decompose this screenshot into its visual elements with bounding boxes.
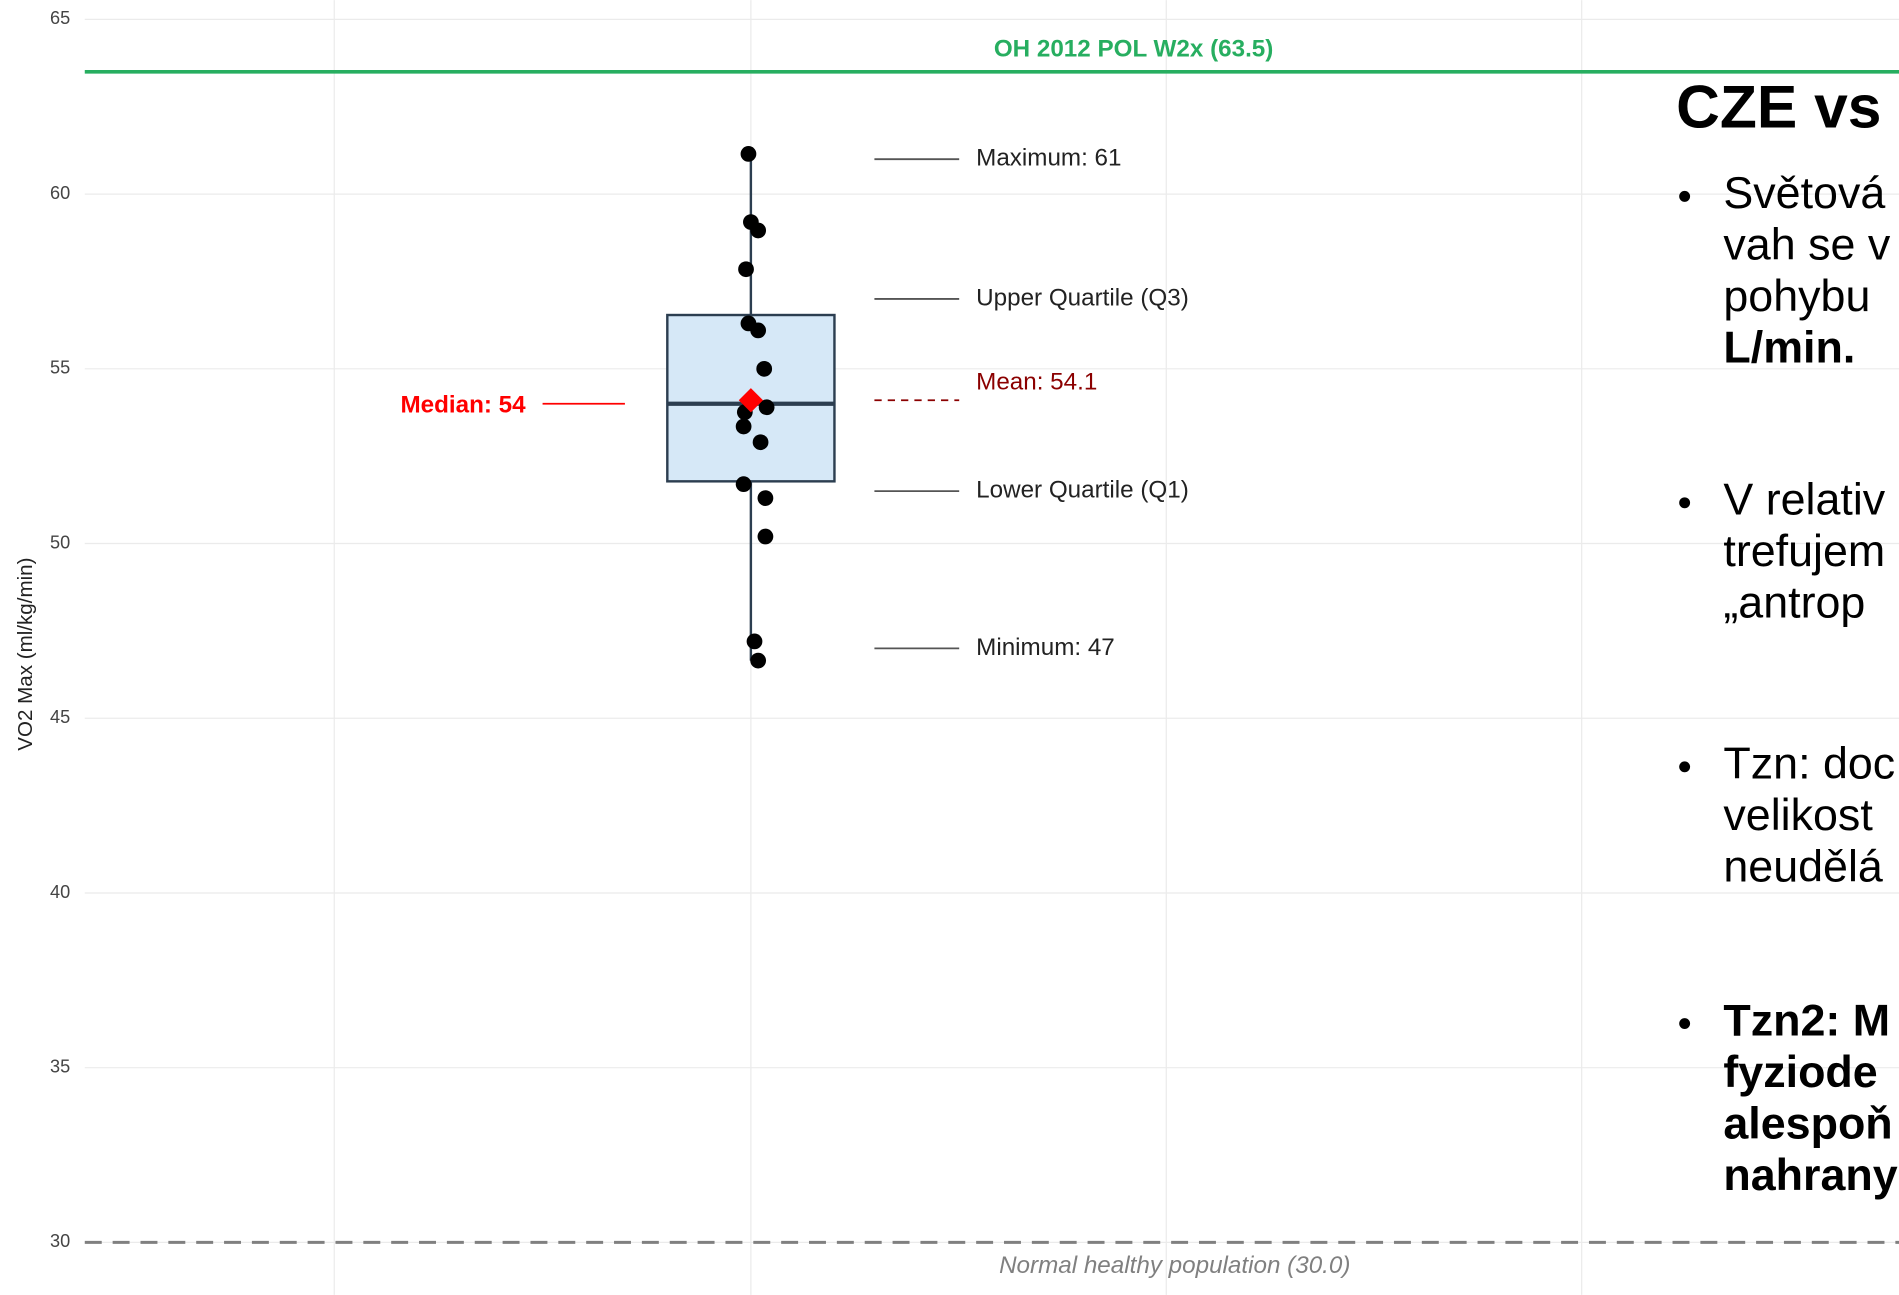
annotation-label: Maximum: 61 [976, 145, 1121, 172]
y-tick-label: 30 [50, 1231, 70, 1251]
bullet-dot [1679, 761, 1691, 773]
bullet-dot [1679, 497, 1691, 509]
bullet-dot [1679, 1018, 1691, 1029]
bullet-line: vah se v [1723, 220, 1890, 270]
data-point [750, 322, 767, 339]
data-point [740, 146, 757, 162]
bullet-line: V relativ [1723, 475, 1885, 525]
median-annotation-label: Median: 54 [400, 392, 526, 419]
data-point [756, 360, 773, 377]
data-point [752, 434, 769, 451]
y-tick-label: 45 [50, 707, 70, 727]
annotation-label: Upper Quartile (Q3) [976, 284, 1189, 311]
bullet-line: neudělá [1723, 842, 1883, 892]
data-point [757, 490, 774, 506]
reference-label: OH 2012 POL W2x (63.5) [994, 35, 1274, 62]
data-point [735, 418, 752, 435]
data-point [750, 652, 767, 669]
reference-label: Normal healthy population (30.0) [999, 1252, 1350, 1279]
bullet-line: fyziode [1723, 1047, 1877, 1097]
mean-marker [738, 388, 763, 413]
y-tick-label: 50 [50, 532, 70, 552]
plot: 30 35 40 45 50 55 60 65 Maximum: 61 Upper Quartil… [50, 8, 1899, 1279]
bullet-line: Tzn2: M [1723, 995, 1890, 1045]
bullet-line: „antrop [1723, 578, 1865, 628]
annotation-label: Mean: 54.1 [976, 369, 1097, 396]
bullet-line: nahrany [1723, 1150, 1897, 1200]
data-point [758, 399, 775, 416]
bullet-line: alespoň [1723, 1098, 1892, 1148]
data-point [746, 633, 763, 650]
annotation-label: Lower Quartile (Q1) [976, 477, 1189, 504]
bullet-line: pohybu [1723, 271, 1870, 321]
bullet-line: Světová [1723, 168, 1885, 218]
data-point [735, 476, 752, 493]
bullet-line: trefujem [1723, 526, 1885, 576]
data-point [750, 222, 767, 239]
y-tick-label: 35 [50, 1056, 70, 1076]
y-tick-label: 60 [50, 183, 70, 203]
bullet-line: L/min. [1723, 323, 1855, 373]
data-point [757, 528, 774, 545]
bullet-dot [1679, 190, 1691, 202]
bullet-line: Tzn: doc [1723, 739, 1895, 789]
y-tick-label: 40 [50, 882, 70, 902]
annotation-label: Minimum: 47 [976, 634, 1115, 661]
y-axis-label: VO2 Max (ml/kg/min) [14, 558, 37, 751]
y-tick-label: 55 [50, 358, 70, 378]
y-tick-label: 65 [50, 8, 70, 28]
slide-title: CZE vs [1676, 73, 1881, 141]
bullet-line: velikost [1723, 790, 1873, 840]
data-point [738, 261, 754, 278]
